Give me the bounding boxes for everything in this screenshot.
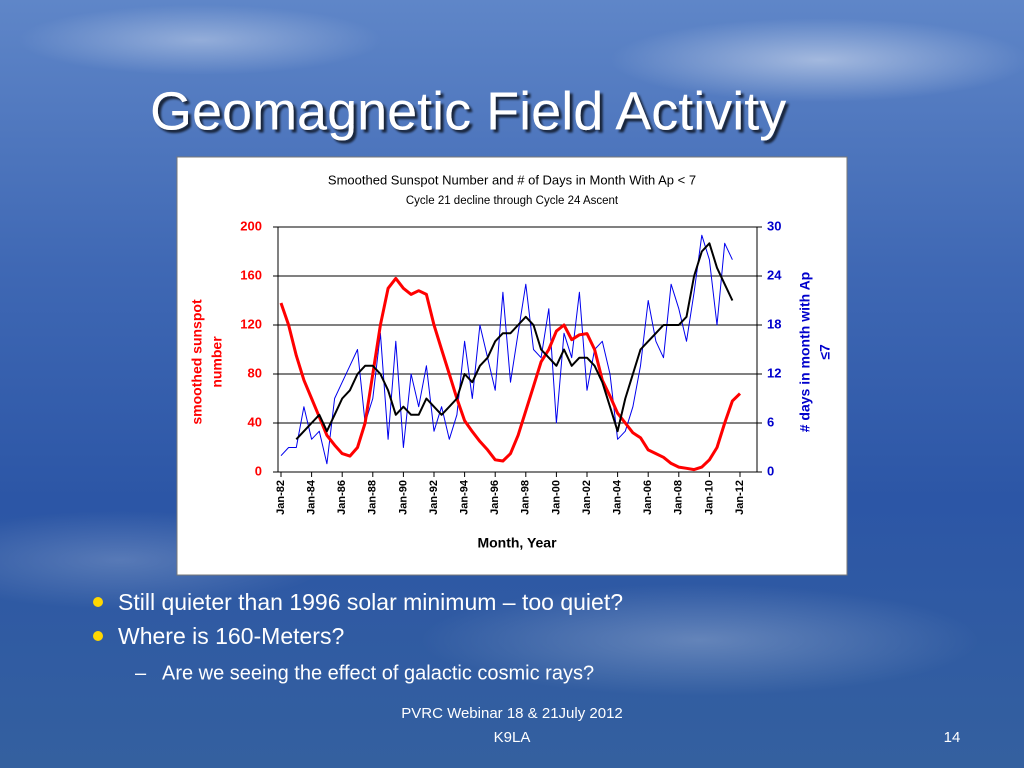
y-tick-label: 0 [255, 463, 262, 478]
sub-bullet-dash: – [135, 662, 147, 684]
x-tick-label: Jan-86 [336, 480, 348, 515]
y2-tick-label: 0 [767, 463, 774, 478]
y-tick-label: 200 [240, 218, 262, 233]
bullet-dot [93, 631, 103, 641]
x-tick-label: Jan-04 [612, 479, 624, 515]
y2-tick-label: 30 [767, 218, 781, 233]
y-tick-label: 80 [248, 365, 262, 380]
y-axis-label: number [209, 336, 225, 388]
x-tick-label: Jan-88 [367, 480, 379, 515]
x-tick-label: Jan-90 [397, 480, 409, 515]
y2-axis-label: # days in month with Ap [797, 272, 813, 433]
x-tick-label: Jan-92 [428, 480, 440, 515]
chart-title: Smoothed Sunspot Number and # of Days in… [328, 172, 696, 187]
x-tick-label: Jan-00 [550, 480, 562, 515]
x-tick-label: Jan-96 [489, 480, 501, 515]
y2-tick-label: 18 [767, 316, 781, 331]
bullet-text: Still quieter than 1996 solar minimum – … [118, 589, 623, 615]
y2-tick-label: 12 [767, 365, 781, 380]
y-tick-label: 120 [240, 316, 262, 331]
y2-tick-label: 24 [767, 267, 782, 282]
x-tick-label: Jan-10 [703, 480, 715, 515]
x-axis-label: Month, Year [477, 535, 557, 551]
y-tick-label: 160 [240, 267, 262, 282]
x-tick-label: Jan-08 [673, 480, 685, 515]
x-tick-label: Jan-98 [520, 480, 532, 515]
x-tick-label: Jan-02 [581, 480, 593, 515]
data-line [279, 276, 742, 472]
page-number: 14 [944, 729, 961, 746]
plot-area [277, 226, 758, 473]
x-tick-label: Jan-82 [275, 480, 287, 515]
y-axis-label: smoothed sunspot [189, 299, 205, 425]
data-line [280, 234, 733, 465]
x-tick-label: Jan-84 [306, 479, 318, 515]
y2-tick-label: 6 [767, 414, 774, 429]
slide-title: Geomagnetic Field Activity [150, 81, 786, 141]
y2-axis-label: ≤7 [817, 344, 833, 360]
footer-text: K9LA [494, 729, 531, 746]
x-tick-label: Jan-12 [734, 480, 746, 515]
x-tick-label: Jan-94 [459, 479, 471, 515]
chart-subtitle: Cycle 21 decline through Cycle 24 Ascent [406, 195, 619, 207]
x-tick-label: Jan-06 [642, 480, 654, 515]
sub-bullet-text: Are we seeing the effect of galactic cos… [162, 662, 594, 684]
bullet-text: Where is 160-Meters? [118, 623, 344, 649]
data-line [295, 242, 734, 440]
y-tick-label: 40 [248, 414, 262, 429]
footer-text: PVRC Webinar 18 & 21July 2012 [401, 705, 623, 722]
bullet-dot [93, 597, 103, 607]
